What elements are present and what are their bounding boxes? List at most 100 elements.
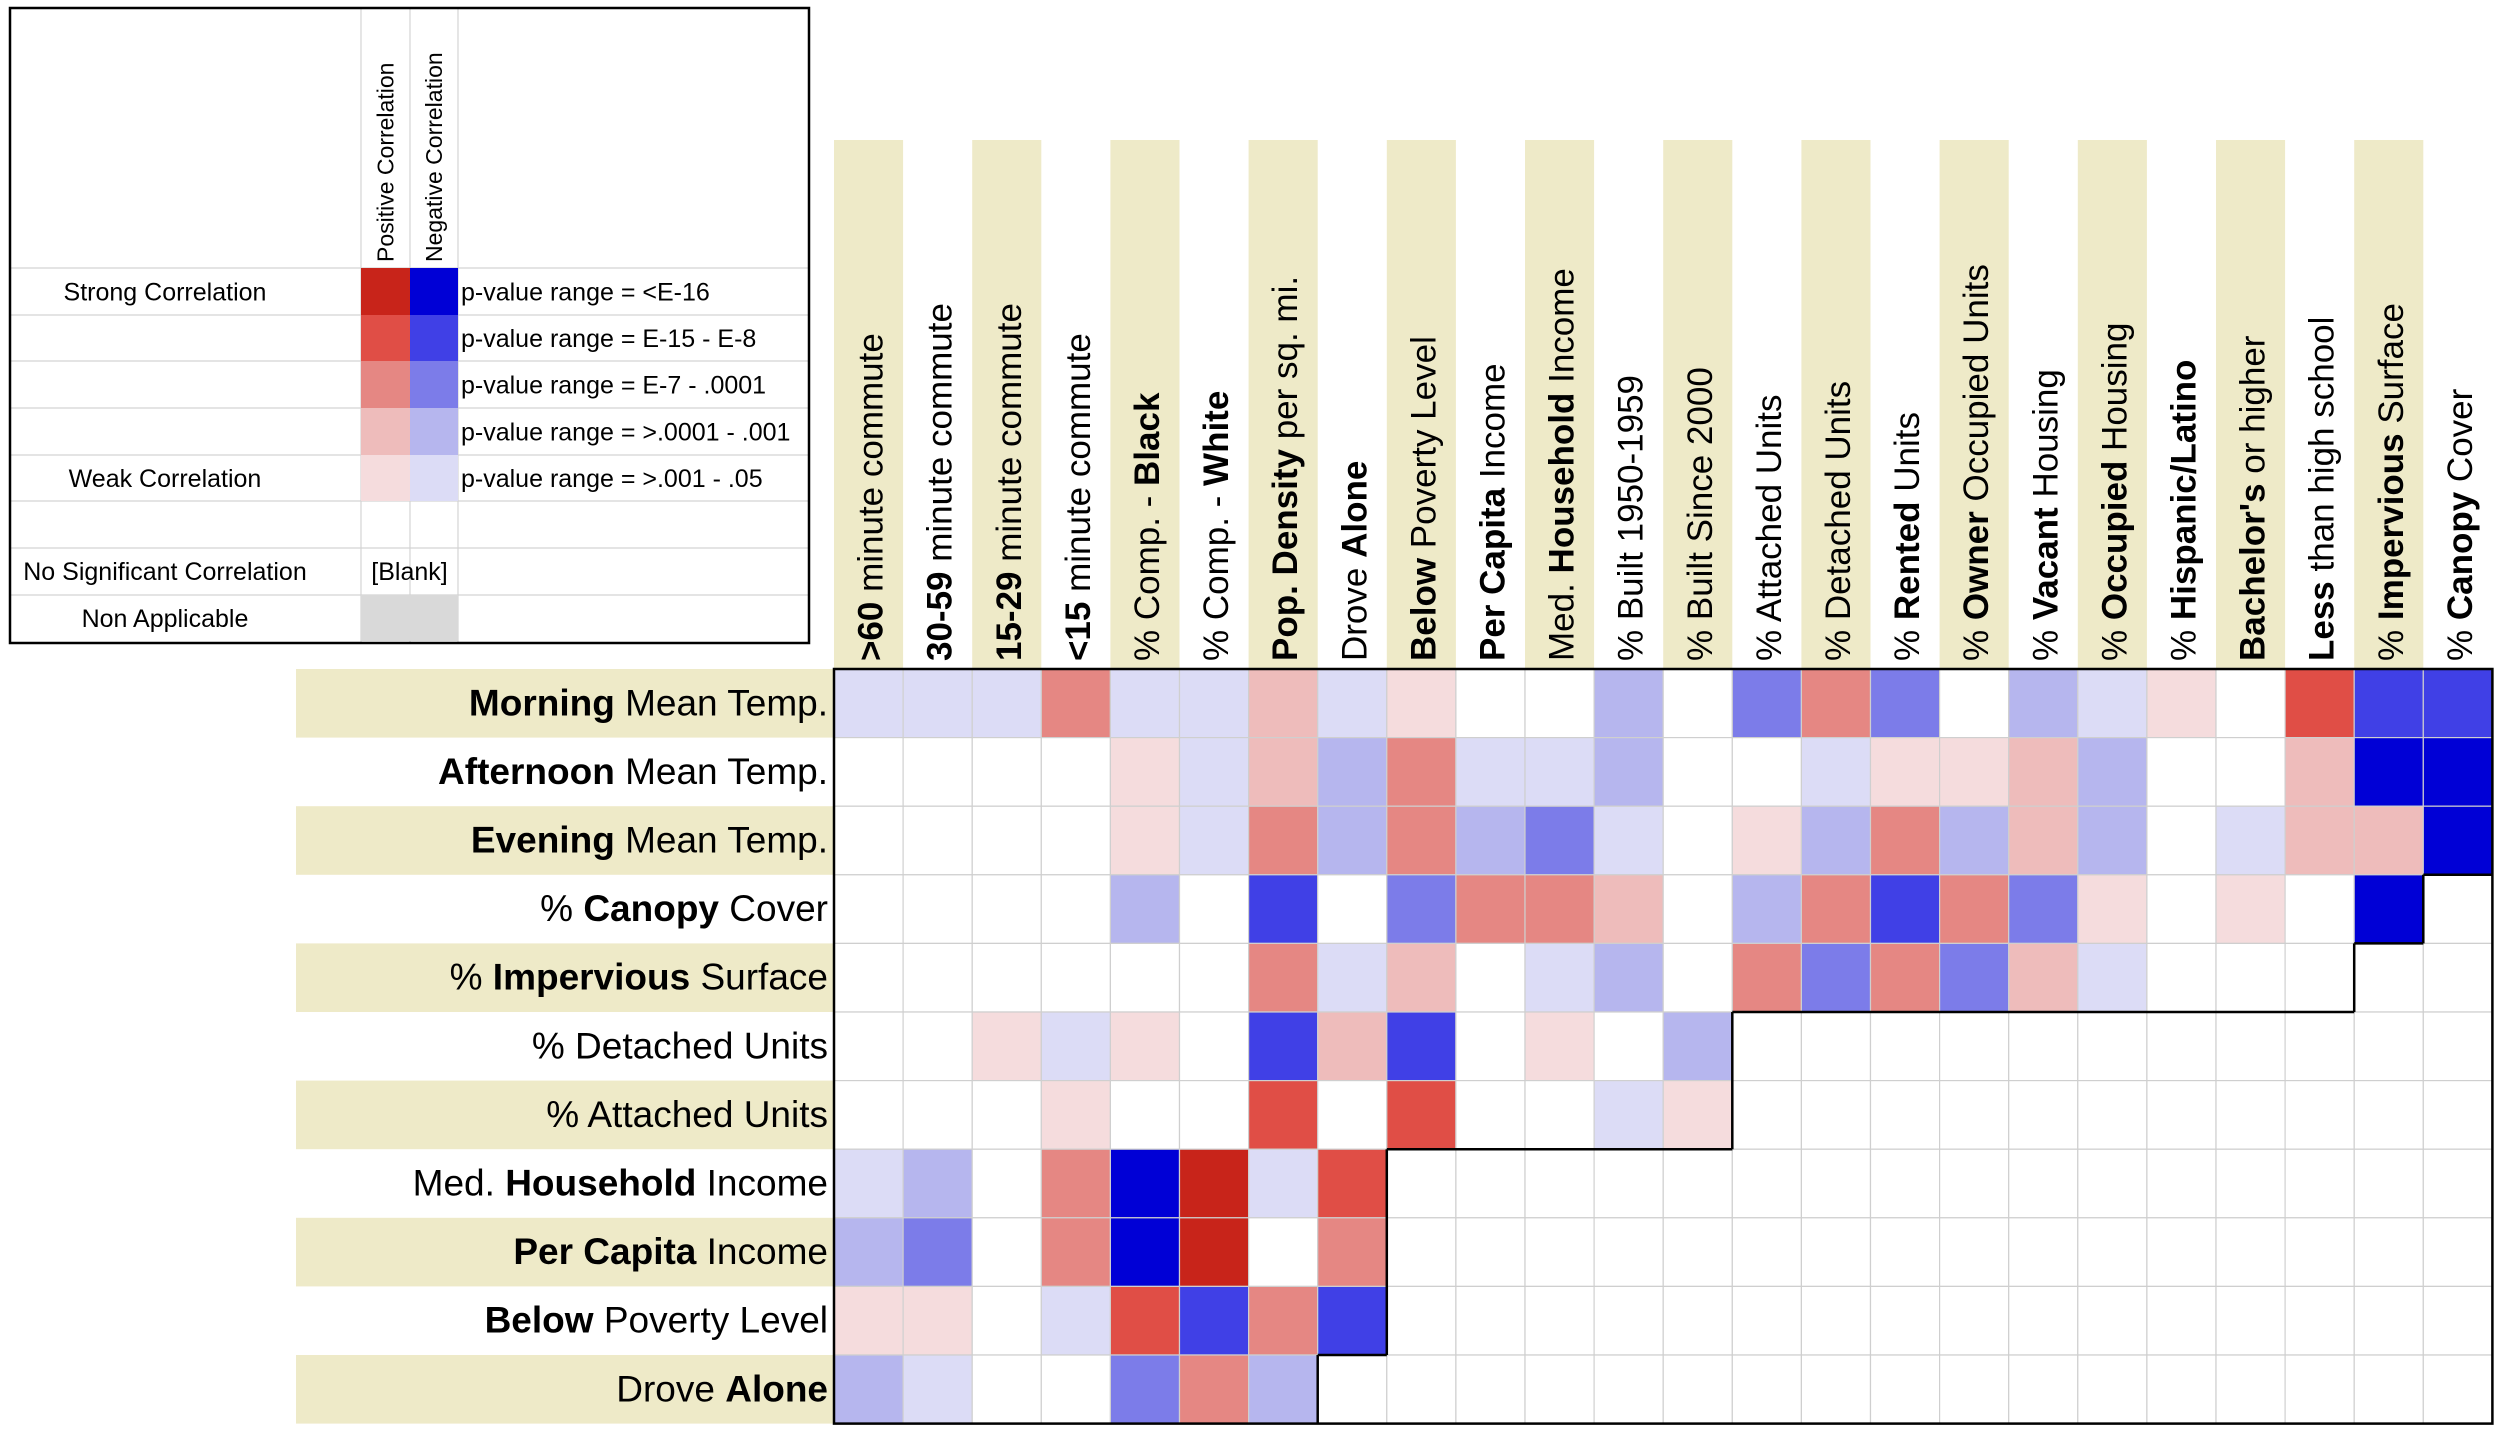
heatmap-cell: [2353, 736, 2424, 807]
column-header-bg: [2216, 140, 2286, 669]
heatmap-cell: [1040, 942, 1112, 1013]
column-header-bg: [1248, 140, 1318, 669]
heatmap-cell: [1317, 1079, 1388, 1150]
column-header-label: <15 minute commute: [1059, 333, 1098, 661]
legend-negative-swatch: [410, 268, 458, 315]
heatmap-cell: [902, 874, 973, 944]
legend-strength-label: Weak Correlation: [69, 465, 262, 493]
heatmap-cell: [1869, 805, 1941, 876]
heatmap-cell: [2422, 942, 2494, 1013]
heatmap-cell: [2146, 874, 2217, 944]
row-header-label: % Canopy Cover: [540, 888, 828, 929]
row-header-bg: [296, 669, 834, 738]
column-header-label: % Comp. - White: [1197, 391, 1236, 661]
heatmap-cell: [2146, 1217, 2217, 1288]
heatmap-cell: [1386, 736, 1457, 807]
heatmap-cell: [1040, 1354, 1112, 1425]
heatmap-cell: [2077, 1011, 2148, 1082]
heatmap-cell: [2284, 1217, 2355, 1288]
heatmap-cell: [1731, 1217, 1803, 1288]
heatmap-cell: [2008, 736, 2079, 807]
heatmap-cell: [2215, 668, 2286, 739]
heatmap-cell: [1662, 874, 1733, 944]
heatmap-cell: [2215, 1217, 2286, 1288]
heatmap-cell: [2284, 942, 2355, 1013]
heatmap-cell: [1593, 1354, 1664, 1425]
heatmap-cell: [1386, 1217, 1457, 1288]
column-header-label: % Vacant Housing: [2026, 369, 2065, 661]
heatmap-cell: [1593, 805, 1664, 876]
heatmap-cell: [1317, 1011, 1388, 1082]
heatmap-cell: [1800, 942, 1872, 1013]
heatmap-cell: [2422, 874, 2494, 944]
heatmap-cell: [1386, 1354, 1457, 1425]
heatmap-cell: [1731, 668, 1803, 739]
heatmap-cell: [1317, 874, 1388, 944]
heatmap-cell: [1662, 736, 1733, 807]
column-header-bg: [2077, 140, 2147, 669]
legend-blank-value: [Blank]: [371, 558, 447, 586]
heatmap-cell: [1800, 668, 1872, 739]
heatmap-cell: [1524, 1079, 1595, 1150]
heatmap-cell: [1662, 942, 1733, 1013]
legend-na-swatch: [361, 595, 458, 641]
heatmap-cell: [1455, 874, 1526, 944]
heatmap-cell: [2284, 736, 2355, 807]
heatmap-cell: [2077, 1148, 2148, 1219]
heatmap-cell: [2077, 942, 2148, 1013]
heatmap-cell: [971, 1148, 1042, 1219]
heatmap-cell: [2146, 1354, 2217, 1425]
heatmap-cell: [1524, 942, 1595, 1013]
heatmap-cell: [1524, 805, 1595, 876]
heatmap-cell: [1662, 1285, 1733, 1356]
legend-pvalue-range: p-value range = E-15 - E-8: [461, 325, 756, 353]
heatmap-cell: [902, 942, 973, 1013]
heatmap-cell: [2284, 1011, 2355, 1082]
row-header-bg: [296, 806, 834, 875]
heatmap-cell: [1247, 942, 1319, 1013]
heatmap-cell: [1386, 874, 1457, 944]
row-header-label: Morning Mean Temp.: [469, 682, 828, 723]
legend-negative-header: Negative Correlation: [421, 52, 447, 262]
heatmap-cell: [1109, 1148, 1181, 1219]
heatmap-cell: [1109, 874, 1181, 944]
heatmap-cell: [1247, 1285, 1319, 1356]
legend-positive-swatch: [361, 408, 410, 455]
heatmap-cell: [833, 1217, 904, 1288]
heatmap-cell: [1040, 668, 1112, 739]
heatmap-cell: [1800, 1079, 1872, 1150]
heatmap-cell: [1178, 736, 1250, 807]
heatmap-cell: [2008, 805, 2079, 876]
heatmap-cell: [2077, 805, 2148, 876]
heatmap-cell: [1869, 1217, 1941, 1288]
heatmap-cell: [2077, 668, 2148, 739]
legend-pvalue-range: p-value range = >.001 - .05: [461, 465, 763, 493]
heatmap-cell: [1178, 942, 1250, 1013]
heatmap-cell: [2215, 1079, 2286, 1150]
column-header-bg: [972, 140, 1042, 669]
heatmap-cell: [1869, 1285, 1941, 1356]
heatmap-cell: [2077, 874, 2148, 944]
heatmap-cell: [1040, 874, 1112, 944]
heatmap-cell: [1317, 736, 1388, 807]
column-header-bg: [1525, 140, 1595, 669]
heatmap-cell: [1869, 1079, 1941, 1150]
heatmap-cell: [833, 668, 904, 739]
heatmap-cell: [1800, 1011, 1872, 1082]
heatmap-cell: [1800, 805, 1872, 876]
heatmap-cell: [1455, 1217, 1526, 1288]
heatmap-cell: [1731, 805, 1803, 876]
legend-positive-swatch: [361, 315, 410, 361]
heatmap-cell: [1593, 736, 1664, 807]
heatmap-cell: [1662, 805, 1733, 876]
heatmap-cell: [1247, 874, 1319, 944]
heatmap-cell: [1800, 1217, 1872, 1288]
heatmap-cell: [2146, 668, 2217, 739]
row-header-label: % Detached Units: [532, 1025, 828, 1066]
heatmap-cell: [2353, 942, 2424, 1013]
heatmap-cell: [2215, 736, 2286, 807]
heatmap-cell: [971, 736, 1042, 807]
heatmap-cell: [833, 736, 904, 807]
heatmap-cell: [1662, 1217, 1733, 1288]
heatmap-cell: [1040, 805, 1112, 876]
